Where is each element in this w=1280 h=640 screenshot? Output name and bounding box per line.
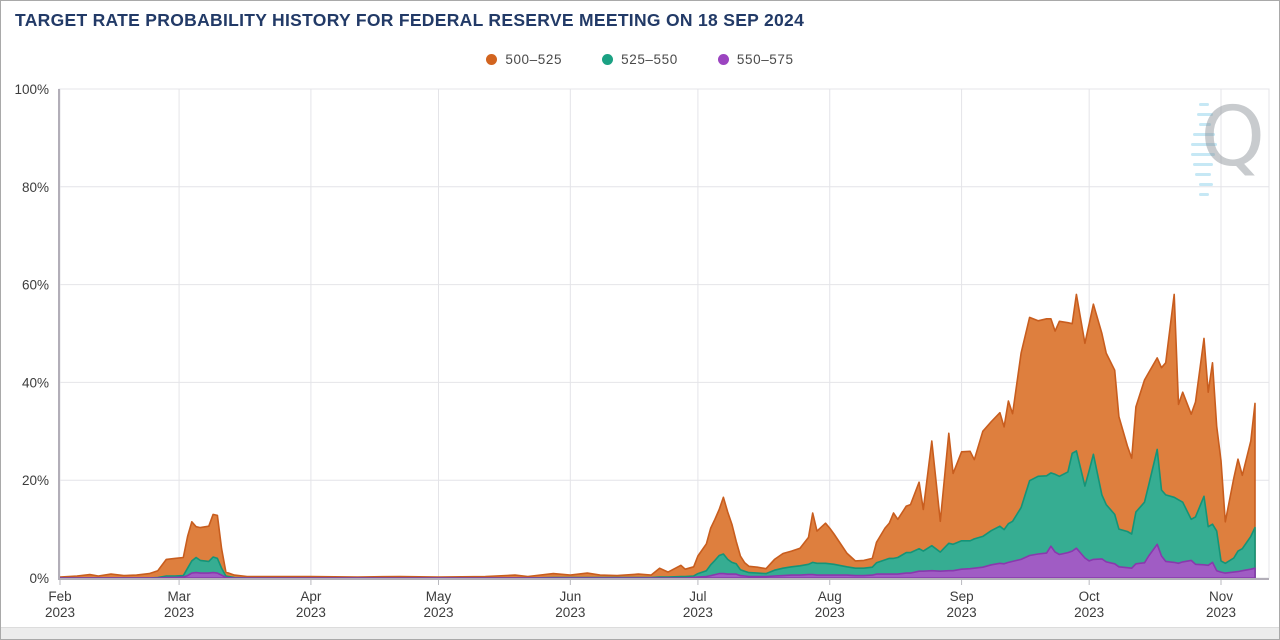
- legend-label: 500–525: [505, 52, 563, 67]
- chart-legend: 500–525 525–550 550–575: [1, 52, 1279, 67]
- axes: [58, 89, 1269, 585]
- x-axis-labels: Feb 2023 Mar 2023 Apr 2023 May 2023 Jun 2023 Jul 20…: [45, 589, 1236, 620]
- legend-label: 525–550: [621, 52, 678, 67]
- legend-dot-teal-icon: [602, 54, 614, 65]
- svg-text:60%: 60%: [22, 278, 49, 293]
- area-500-525: [59, 293, 1256, 579]
- series-areas: [59, 293, 1256, 579]
- footer-strip: [1, 627, 1279, 639]
- legend-label: 550–575: [736, 52, 794, 67]
- y-axis-labels: 0% 20% 40% 60% 80% 100%: [14, 82, 49, 586]
- page-title: TARGET RATE PROBABILITY HISTORY FOR FEDE…: [15, 10, 805, 30]
- svg-text:20%: 20%: [22, 473, 49, 488]
- svg-text:40%: 40%: [22, 375, 49, 390]
- legend-item-550-575[interactable]: 550–575: [717, 52, 794, 67]
- svg-text:100%: 100%: [14, 82, 49, 97]
- legend-item-500-525[interactable]: 500–525: [486, 52, 562, 67]
- svg-text:80%: 80%: [22, 180, 49, 195]
- svg-text:0%: 0%: [29, 571, 49, 586]
- legend-dot-purple-icon: [717, 54, 729, 65]
- legend-dot-orange-icon: [486, 54, 498, 65]
- legend-item-525-550[interactable]: 525–550: [602, 52, 678, 67]
